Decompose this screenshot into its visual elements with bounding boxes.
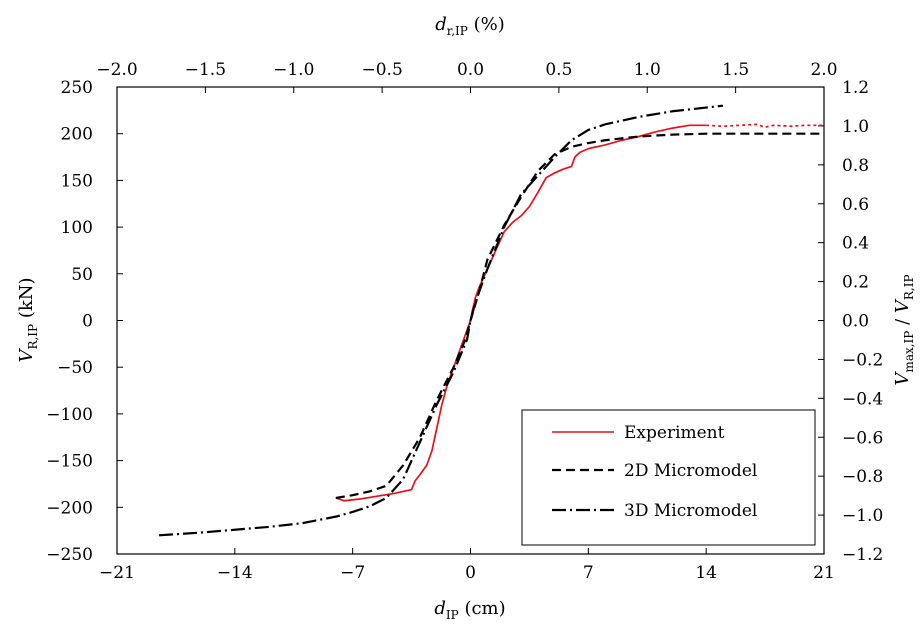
top-tick-label: −1.5: [185, 60, 226, 80]
series-line-experiment-dotted-continuation: [706, 123, 824, 129]
left-tick-label: −200: [46, 498, 93, 518]
right-tick-label: −0.2: [842, 350, 883, 370]
right-axis-label: Vmax,IP / VR,IP: [892, 274, 916, 385]
right-tick-label: −0.8: [842, 467, 883, 487]
legend-label-2d-micromodel: 2D Micromodel: [624, 461, 757, 481]
top-tick-label: 1.0: [634, 60, 661, 80]
top-tick-label: 0.0: [457, 60, 484, 80]
left-tick-label: −150: [46, 452, 93, 472]
series-line-3d-micromodel: [159, 104, 724, 537]
left-tick-label: −50: [57, 358, 93, 378]
left-axis-ticks: −250 −200 −150 −100 −50 0 50 100 150 200 250: [46, 78, 123, 565]
top-tick-label: −0.5: [361, 60, 402, 80]
bottom-tick-label: 14: [695, 563, 717, 583]
right-tick-label: 0.4: [842, 234, 869, 254]
bottom-tick-label: −14: [217, 563, 253, 583]
bottom-tick-label: 7: [583, 563, 594, 583]
bottom-tick-label: 21: [813, 563, 835, 583]
right-tick-label: −0.4: [842, 389, 883, 409]
bottom-axis-label: dIP (cm): [434, 598, 505, 622]
right-axis-ticks: −1.2 −1.0 −0.8 −0.6 −0.4 −0.2 0.0 0.2 0.4 0.6 0.8 1…: [818, 78, 883, 565]
left-tick-label: 100: [61, 218, 93, 238]
top-tick-label: 0.5: [545, 60, 572, 80]
right-tick-label: 0.2: [842, 273, 869, 293]
left-tick-label: 200: [61, 125, 93, 145]
top-axis-ticks: −2.0 −1.5 −1.0 −0.5 0.0 0.5 1.0 1.5 2.0: [96, 60, 838, 93]
top-tick-label: −2.0: [96, 60, 137, 80]
left-tick-label: −250: [46, 545, 93, 565]
left-tick-label: 150: [61, 171, 93, 191]
right-tick-label: 0.8: [842, 156, 869, 176]
bottom-axis-ticks: −21 −14 −7 0 7 14 21: [99, 548, 835, 583]
legend: Experiment 2D Micromodel 3D Micromodel: [521, 409, 816, 546]
left-tick-label: 250: [61, 78, 93, 98]
top-axis-label: dr,IP (%): [435, 14, 504, 38]
right-tick-label: 1.2: [842, 78, 869, 98]
legend-label-3d-micromodel: 3D Micromodel: [624, 501, 757, 521]
left-tick-label: 50: [71, 265, 93, 285]
right-tick-label: 0.0: [842, 312, 869, 332]
right-tick-label: 1.0: [842, 117, 869, 137]
right-tick-label: −0.6: [842, 428, 883, 448]
left-tick-label: −100: [46, 405, 93, 425]
bottom-tick-label: −7: [340, 563, 365, 583]
top-tick-label: 1.5: [722, 60, 749, 80]
right-tick-label: −1.2: [842, 545, 883, 565]
left-tick-label: 0: [82, 312, 93, 332]
top-tick-label: 2.0: [810, 60, 837, 80]
bottom-tick-label: −21: [99, 563, 135, 583]
left-axis-label: VR,IP (kN): [16, 277, 40, 362]
bottom-tick-label: 0: [465, 563, 476, 583]
series-layer: [159, 104, 824, 537]
legend-label-experiment: Experiment: [624, 423, 725, 443]
top-tick-label: −1.0: [273, 60, 314, 80]
right-tick-label: 0.6: [842, 195, 869, 215]
right-tick-label: −1.0: [842, 506, 883, 526]
